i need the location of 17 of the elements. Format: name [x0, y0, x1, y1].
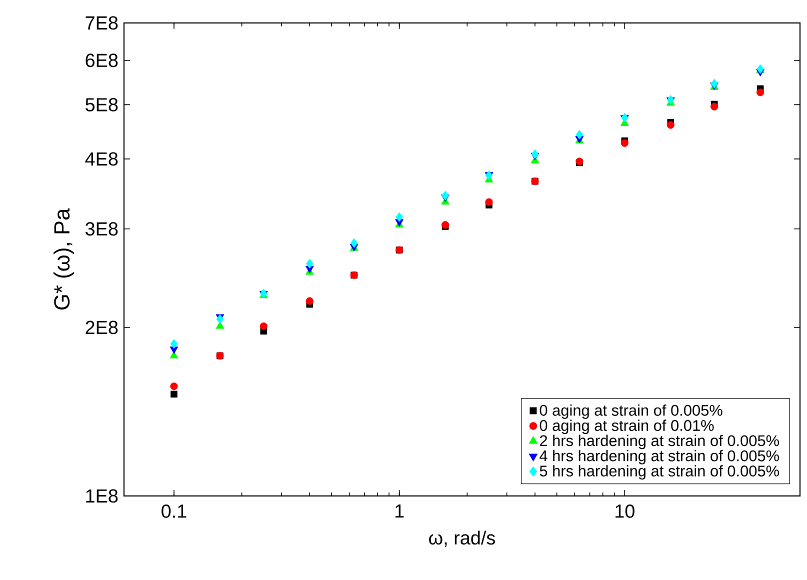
x-axis-title: ω, rad/s: [429, 530, 495, 547]
y-tick-label: 7E8: [86, 16, 118, 30]
y-tick-label: 5E8: [86, 98, 118, 112]
legend-label: 2 hrs hardening at strain of 0.005%: [540, 434, 779, 450]
legend-label: 0 aging at strain of 0.01%: [540, 420, 714, 434]
legend-label: 5 hrs hardening at strain of 0.005%: [540, 465, 779, 480]
y-tick-label: 1E8: [86, 489, 118, 503]
y-tick-label: 3E8: [86, 222, 118, 236]
x-tick-label: 0.1: [162, 504, 186, 518]
x-tick-label: 1: [396, 504, 404, 518]
legend-label: 4 hrs hardening at strain of 0.005%: [540, 450, 779, 464]
x-tick-label: 10: [616, 504, 634, 518]
legend-label: 0 aging at strain of 0.005%: [540, 404, 722, 419]
y-tick-label: 2E8: [86, 320, 118, 334]
y-tick-label: 4E8: [85, 152, 118, 166]
y-axis-title: G* (ω), Pa: [54, 208, 74, 310]
y-tick-label: 6E8: [86, 54, 118, 68]
